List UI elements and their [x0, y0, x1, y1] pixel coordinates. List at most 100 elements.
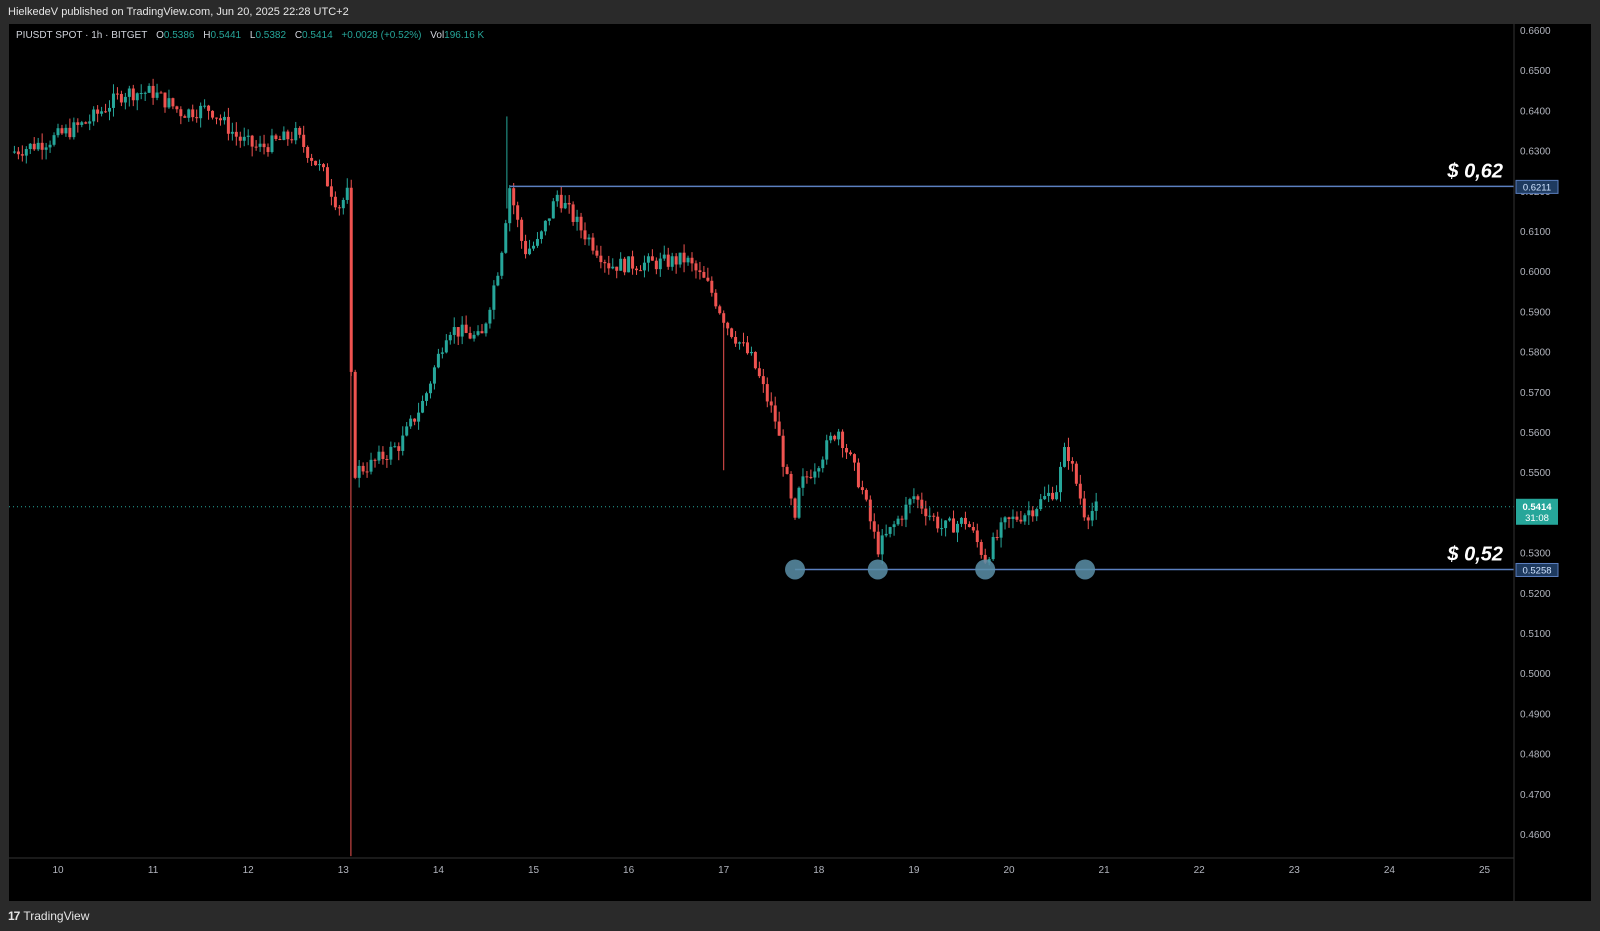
candle-body: [761, 376, 765, 385]
candle-body: [753, 351, 757, 369]
candle-body: [860, 487, 864, 491]
chart-area[interactable]: [9, 24, 1591, 901]
candle-body: [349, 187, 353, 372]
candle-body: [944, 520, 948, 529]
candle-body: [623, 258, 627, 273]
support-label: $ 0,52: [1446, 543, 1503, 565]
candle-body: [191, 109, 195, 118]
candle-body: [730, 328, 734, 337]
candle-body: [1074, 463, 1078, 484]
y-tick-label: 0.5800: [1520, 348, 1551, 359]
candle-body: [952, 518, 956, 533]
candle-body: [852, 454, 856, 463]
candle-body: [742, 342, 746, 344]
candle-body: [710, 280, 714, 293]
y-tick-label: 0.4800: [1520, 750, 1551, 761]
y-tick-label: 0.6000: [1520, 267, 1551, 278]
candle-body: [203, 105, 207, 107]
y-tick-label: 0.6400: [1520, 106, 1551, 117]
candle-body: [658, 258, 662, 270]
candle-body: [393, 446, 397, 448]
x-tick-label: 17: [718, 865, 730, 876]
candle-body: [524, 240, 528, 255]
candle-body: [837, 431, 841, 440]
candle-body: [749, 351, 753, 354]
candle-body: [286, 131, 290, 140]
candle-body: [238, 136, 242, 141]
candle-body: [345, 187, 349, 200]
candle-body: [631, 256, 635, 269]
candle-body: [571, 204, 575, 222]
candle-body: [619, 258, 623, 271]
candle-body: [726, 322, 730, 329]
candle-body: [151, 85, 155, 98]
candle-body: [587, 237, 591, 240]
candle-body: [80, 122, 84, 125]
x-axis: 10 11 12 13 14 15 16 17 18 19 20 21 22 23 24 25: [9, 857, 1514, 876]
candle-body: [40, 142, 44, 150]
candle-body: [357, 465, 361, 478]
tradingview-brand[interactable]: 17 TradingView: [8, 909, 89, 923]
candle-body: [908, 499, 912, 505]
last-price-tag: [1516, 498, 1558, 525]
candle-body: [36, 142, 40, 150]
candle-body: [1047, 492, 1051, 497]
candle-body: [1035, 509, 1039, 517]
candle-body: [207, 105, 211, 111]
candle-body: [983, 554, 987, 563]
candle-body: [916, 496, 920, 500]
publisher-bar: HielkedeV published on TradingView.com, …: [0, 0, 1600, 24]
candle-body: [211, 110, 215, 118]
candle-body: [912, 496, 916, 500]
candle-body: [84, 122, 88, 124]
candle-body: [504, 223, 508, 253]
y-tick-label: 0.5700: [1520, 388, 1551, 399]
candle-body: [821, 459, 825, 469]
candle-body: [254, 146, 258, 148]
candle-body: [60, 128, 64, 134]
candle-body: [119, 93, 123, 103]
candle-body: [298, 127, 302, 135]
candle-body: [48, 144, 52, 148]
candle-body: [793, 498, 797, 518]
candle-body: [738, 342, 742, 344]
candle-body: [1082, 498, 1086, 518]
candle-body: [270, 135, 274, 152]
x-tick-label: 16: [623, 865, 635, 876]
x-tick-label: 25: [1479, 865, 1491, 876]
symbol-label[interactable]: PIUSDT SPOT · 1h · BITGET: [16, 30, 148, 41]
candle-body: [218, 118, 222, 121]
candle-body: [104, 111, 108, 113]
candle-body: [175, 106, 179, 110]
candle-body: [1043, 496, 1047, 500]
candle-body: [341, 199, 345, 209]
candle-body: [516, 205, 520, 220]
candle-body: [745, 342, 749, 354]
last-price-tag-text: 0.5414: [1522, 502, 1552, 513]
footer-bar: 17 TradingView: [0, 901, 1600, 931]
candle-body: [476, 331, 480, 335]
candle-body: [900, 518, 904, 520]
candle-body: [417, 412, 421, 422]
candle-body: [995, 536, 999, 538]
x-tick-label: 24: [1384, 865, 1396, 876]
candle-body: [428, 383, 432, 394]
levels-layer: $ 0,62 $ 0,52: [9, 160, 1514, 580]
candle-body: [76, 122, 80, 125]
candle-body: [940, 528, 944, 530]
candle-body: [543, 220, 547, 232]
candle-body: [1027, 510, 1031, 516]
candle-body: [44, 147, 48, 150]
y-tick-label: 0.5100: [1520, 629, 1551, 640]
candle-body: [365, 471, 369, 473]
candle-body: [409, 418, 413, 427]
candle-body: [666, 254, 670, 267]
candle-body: [769, 401, 773, 406]
candle-body: [329, 186, 333, 197]
candle-body: [96, 109, 100, 114]
candle-body: [845, 448, 849, 453]
candle-body: [163, 92, 167, 108]
support-touch-marker: [975, 559, 996, 580]
candle-body: [963, 517, 967, 525]
